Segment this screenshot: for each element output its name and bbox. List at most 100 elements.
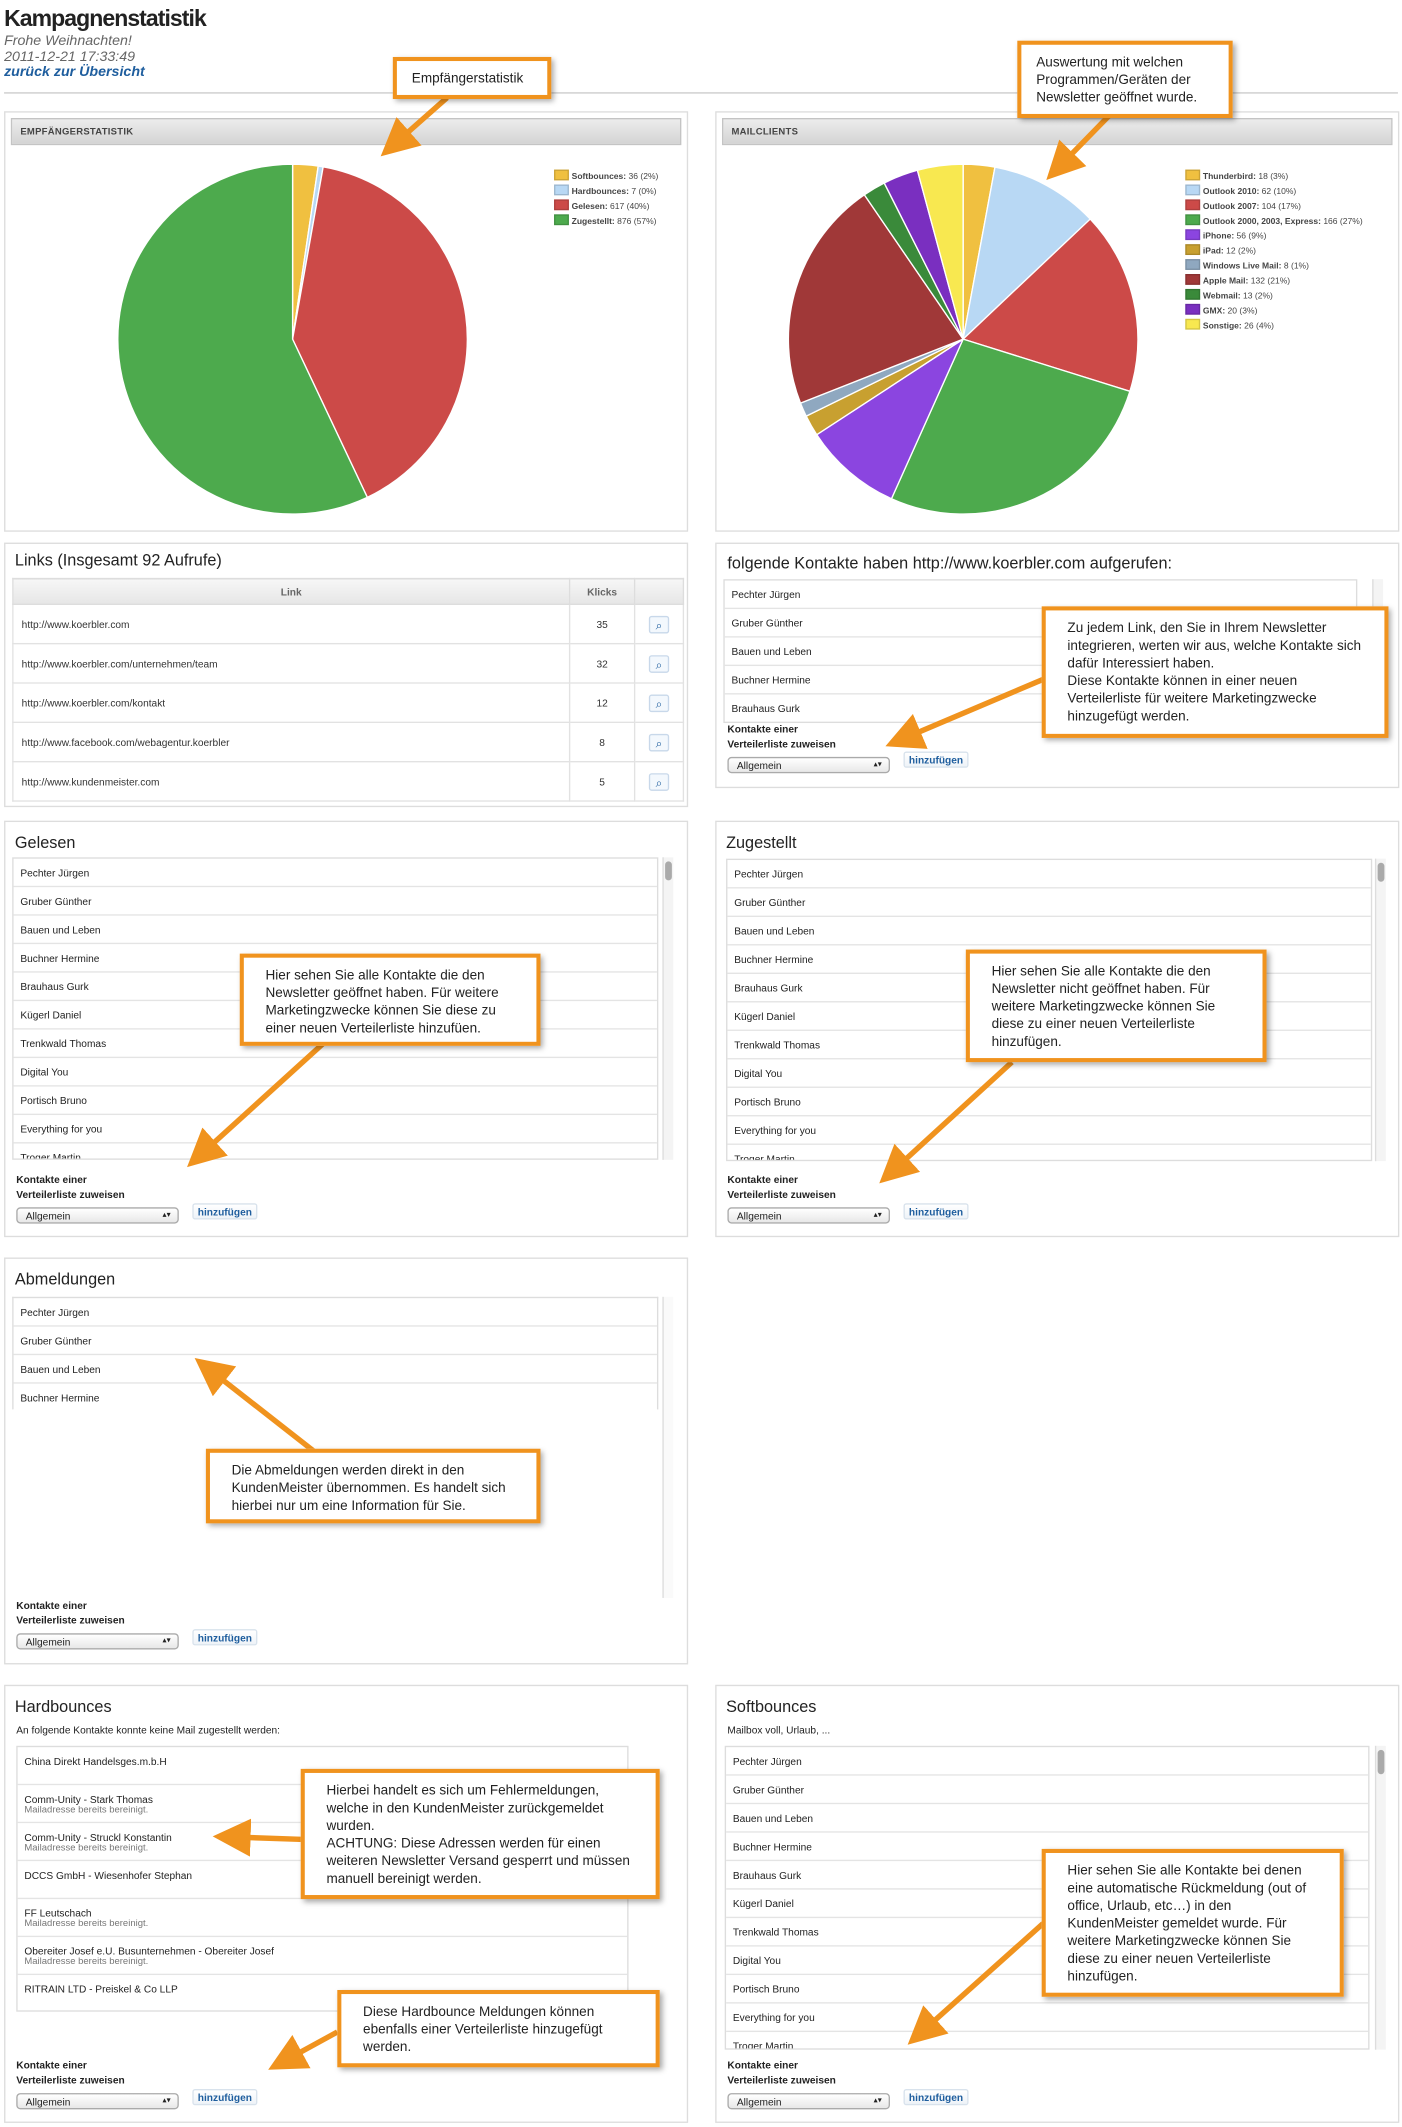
magnifier-icon[interactable]: ⌕ [648,772,670,791]
softbounces-add-button[interactable]: hinzufügen [903,2089,969,2106]
list-item[interactable]: Everything for you [13,1115,657,1144]
list-item[interactable]: Pechter Jürgen [13,1298,657,1327]
legend-swatch [554,199,569,211]
list-item[interactable]: Everything for you [727,1116,1371,1145]
list-item[interactable]: Bauen und Leben [13,1355,657,1384]
callout-zugestellt: Hier sehen Sie alle Kontakte die den New… [965,949,1267,1063]
list-item[interactable]: Gruber Günther [13,1327,657,1356]
magnifier-icon[interactable]: ⌕ [648,615,670,633]
gelesen-assign-label-1: Kontakte einer [16,1173,87,1186]
list-item[interactable]: Bauen und Leben [726,1804,1369,1833]
list-item[interactable]: Portisch Bruno [726,1975,1369,2004]
kontakte-add-button[interactable]: hinzufügen [903,751,969,768]
softbounces-scrollbar[interactable] [1374,1745,1386,2050]
list-item[interactable]: FF Leutschach Mailadresse bereits bereini… [17,1899,628,1938]
links-row[interactable]: http://www.koerbler.com/kontakt 12 ⌕ [12,682,685,724]
gelesen-scrollbar[interactable] [662,857,674,1160]
list-item[interactable]: Trenkwald Thomas [13,1030,657,1059]
legend-swatch [1185,288,1201,300]
list-item[interactable]: Troger Martin [727,1145,1370,1160]
list-item[interactable]: Bauen und Leben [724,638,1356,667]
link-klicks: 35 [568,603,636,645]
legend-entry: Thunderbird: 18 (3%) [1185,169,1362,185]
legend-entry: Sonstige: 26 (4%) [1185,318,1362,334]
list-item[interactable]: Obereiter Josef e.U. Busunternehmen - Ob… [17,1937,628,1976]
list-item[interactable]: Gruber Günther [724,609,1356,638]
list-item[interactable]: Digital You [727,1059,1371,1088]
list-item[interactable]: Troger Martin [14,1144,657,1159]
hardbounce-name: RITRAIN LTD - Preiskel & Co LLP [24,1983,178,1996]
mailclients-pie [787,163,1139,515]
kontakte-verteilerliste-select[interactable]: Allgemein ▴▾ [727,756,890,774]
hardbounce-note: Mailadresse bereits bereinigt. [24,1957,149,1967]
softbounces-verteilerliste-select[interactable]: Allgemein ▴▾ [727,2093,890,2110]
list-item[interactable]: Buchner Hermine [14,1384,657,1410]
back-link[interactable]: zurück zur Übersicht [4,63,145,81]
list-item[interactable]: Gruber Günther [13,887,657,916]
list-item[interactable]: Bauen und Leben [727,917,1371,946]
magnifier-icon[interactable]: ⌕ [648,693,670,712]
pie-slice-gelesen [291,166,468,499]
list-item[interactable]: Pechter Jürgen [724,581,1356,610]
link-url[interactable]: http://www.koerbler.com [12,603,571,645]
legend-label: iPad: 12 (2%) [1202,246,1257,257]
zugestellt-add-button[interactable]: hinzufügen [903,1203,969,1220]
list-item[interactable]: RITRAIN LTD - Preiskel & Co LLP [18,1975,628,2010]
hardbounce-name: DCCS GmbH - Wiesenhofer Stephan [24,1869,193,1882]
zugestellt-verteilerliste-select[interactable]: Allgemein ▴▾ [727,1207,890,1224]
legend-label: Sonstige: 26 (4%) [1202,321,1275,331]
abmeldungen-verteilerliste-select[interactable]: Allgemein ▴▾ [16,1633,179,1650]
legend-swatch [554,169,569,181]
link-url[interactable]: http://www.koerbler.com/unternehmen/team [12,642,571,684]
abmeldungen-add-button[interactable]: hinzufügen [192,1629,258,1646]
links-panel: Links (Insgesamt 92 Aufrufe) Link Klicks… [4,542,689,808]
abmeldungen-assign-label-2: Verteilerliste zuweisen [16,1614,125,1627]
link-url[interactable]: http://www.kundenmeister.com [12,760,571,802]
list-item[interactable]: Pechter Jürgen [726,1747,1369,1776]
magnifier-icon[interactable]: ⌕ [648,733,670,751]
hardbounce-name: FF Leutschach [24,1907,92,1920]
legend-label: Webmail: 13 (2%) [1202,291,1273,302]
hardbounce-name: Obereiter Josef e.U. Busunternehmen - Ob… [24,1945,274,1958]
links-row[interactable]: http://www.facebook.com/webagentur.koerb… [12,721,685,763]
links-row[interactable]: http://www.koerbler.com/unternehmen/team… [12,642,685,684]
list-item[interactable]: Everything for you [726,2004,1369,2033]
link-action-cell: ⌕ [633,642,685,684]
callout-softbounces: Hier sehen Sie alle Kontakte bei denen e… [1041,1848,1344,1997]
abmeldungen-list[interactable]: Pechter Jürgen Gruber Günther Bauen und Le… [12,1296,659,1410]
list-item[interactable]: Portisch Bruno [727,1088,1371,1117]
abmeldungen-scrollbar[interactable] [662,1296,674,1598]
links-row[interactable]: http://www.kundenmeister.com 5 ⌕ [12,760,685,802]
zugestellt-title: Zugestellt [726,832,797,852]
list-item[interactable]: Portisch Bruno [13,1087,657,1116]
hardbounce-note: Mailadresse bereits bereinigt. [24,1919,149,1929]
link-action-cell: ⌕ [633,760,685,802]
list-item[interactable]: Gruber Günther [727,889,1371,917]
pie-slice-iphone [815,337,965,500]
legend-label: Outlook 2010: 62 (10%) [1202,187,1297,197]
link-url[interactable]: http://www.koerbler.com/kontakt [12,682,571,724]
gelesen-verteilerliste-select[interactable]: Allgemein ▴▾ [16,1207,179,1224]
softbounces-assign-label-2: Verteilerliste zuweisen [727,2074,836,2087]
magnifier-icon[interactable]: ⌕ [648,654,670,673]
links-row[interactable]: http://www.koerbler.com 35 ⌕ [12,603,685,645]
gelesen-add-button[interactable]: hinzufügen [192,1203,258,1220]
list-item[interactable]: Gruber Günther [726,1776,1369,1805]
hardbounces-verteilerliste-select[interactable]: Allgemein ▴▾ [16,2093,179,2110]
abmeldungen-panel: Abmeldungen Pechter Jürgen Gruber Günther… [4,1257,689,1665]
list-item[interactable]: Pechter Jürgen [13,859,657,888]
legend-entry: Gelesen: 617 (40%) [554,199,658,214]
list-item[interactable]: Pechter Jürgen [727,860,1371,889]
legend-label: Gelesen: 617 (40%) [571,202,650,212]
list-item[interactable]: Troger Martin [726,2032,1368,2048]
kontakte-assign-label-2: Verteilerliste zuweisen [727,737,836,751]
link-url[interactable]: http://www.facebook.com/webagentur.koerb… [12,721,571,763]
zugestellt-scrollbar[interactable] [1374,858,1386,1162]
list-item[interactable]: Digital You [13,1058,657,1087]
empfaenger-legend: Softbounces: 36 (2%) Hardbounces: 7 (0%) G… [554,169,658,230]
legend-entry: Windows Live Mail: 8 (1%) [1185,259,1362,274]
abmeldungen-assign-label-1: Kontakte einer [16,1599,87,1612]
pie-slice-outlook-2007 [961,218,1139,393]
hardbounces-add-button[interactable]: hinzufügen [192,2089,258,2106]
list-item[interactable]: Bauen und Leben [13,916,657,945]
